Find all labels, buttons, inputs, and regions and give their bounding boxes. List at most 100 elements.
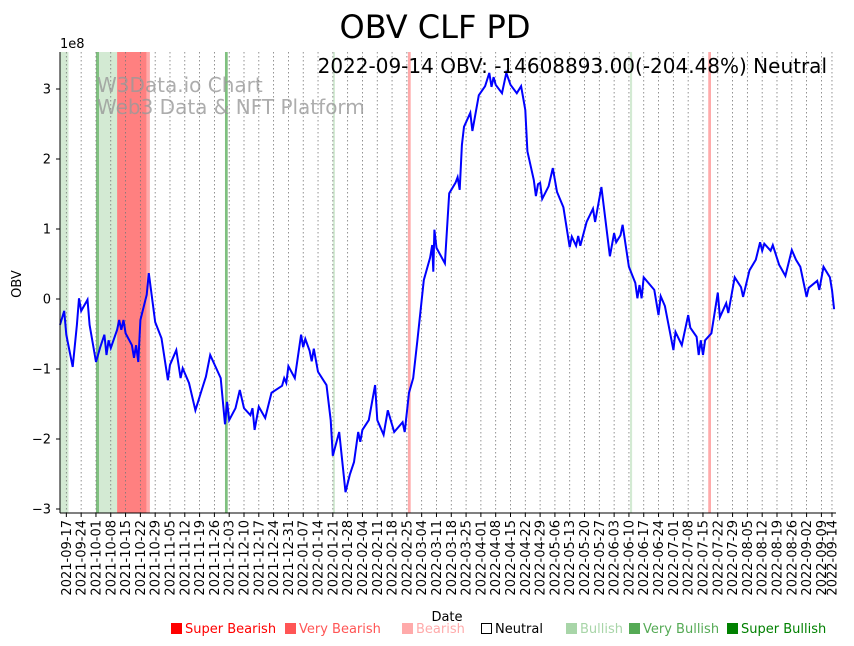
y-scale-label: 1e8	[60, 37, 85, 52]
x-tick-label: 2022-04-29	[534, 520, 549, 596]
legend-swatch	[402, 623, 413, 634]
legend-swatch	[171, 623, 182, 634]
legend-item-super-bullish: Super Bullish	[727, 622, 826, 637]
x-tick-label: 2022-09-02	[800, 520, 815, 596]
signal-band-bullish	[332, 52, 335, 513]
x-tick-label: 2021-10-01	[89, 520, 104, 596]
legend-label: Bearish	[416, 622, 465, 637]
legend-item-bullish: Bullish	[566, 622, 623, 637]
legend-swatch	[285, 623, 296, 634]
legend-label: Super Bullish	[741, 622, 826, 637]
x-tick-label: 2022-03-25	[460, 520, 475, 596]
x-tick-label: 2022-02-04	[356, 520, 371, 596]
x-tick-label: 2022-02-18	[386, 520, 401, 596]
x-axis-label: Date	[431, 610, 462, 625]
y-tick-label: 3	[43, 83, 51, 98]
signal-band-bullish	[629, 52, 633, 513]
x-tick-label: 2022-09-09	[815, 520, 830, 596]
x-tick-label: 2022-04-01	[474, 520, 489, 596]
watermark: W3Data.io Chart Web3 Data & NFT Platform	[97, 73, 365, 119]
x-tick-label: 2022-09-14	[825, 520, 840, 596]
legend-item-very-bearish: Very Bearish	[285, 622, 381, 637]
legend-item-bearish: Bearish	[402, 622, 465, 637]
legend-label: Very Bullish	[643, 622, 719, 637]
x-tick-label: 2022-08-26	[785, 520, 800, 596]
x-tick-label: 2021-11-12	[178, 520, 193, 596]
x-tick-label: 2021-09-17	[60, 520, 75, 596]
obv-series-line	[59, 69, 836, 493]
legend-label: Very Bearish	[299, 622, 381, 637]
x-tick-label: 2021-12-03	[223, 520, 238, 596]
x-tick-label: 2022-06-03	[608, 520, 623, 596]
signal-band-very-bearish	[117, 52, 147, 513]
x-tick-label: 2022-07-15	[696, 520, 711, 596]
y-tick-label: 2	[43, 153, 51, 168]
legend-label: Neutral	[495, 622, 543, 637]
x-tick-label: 2021-10-22	[134, 520, 149, 596]
x-tick-label: 2021-11-26	[208, 520, 223, 596]
x-tick-label: 2022-01-14	[312, 520, 327, 596]
y-tick-label: −2	[32, 433, 51, 448]
x-tick-label: 2022-06-17	[637, 520, 652, 596]
legend-swatch	[481, 623, 492, 634]
x-tick-label: 2022-08-05	[741, 520, 756, 596]
signal-band-bullish	[60, 52, 69, 513]
legend-swatch	[566, 623, 577, 634]
x-tick-label: 2021-12-24	[267, 520, 282, 596]
legend-swatch	[629, 623, 640, 634]
legend-item-super-bearish: Super Bearish	[171, 622, 276, 637]
x-tick-label: 2022-07-01	[667, 520, 682, 596]
x-tick-label: 2022-01-21	[326, 520, 341, 596]
x-tick-label: 2022-08-12	[756, 520, 771, 596]
signal-band-bearish	[407, 52, 411, 513]
x-tick-label: 2022-01-07	[297, 520, 312, 596]
x-tick-label: 2022-07-08	[682, 520, 697, 596]
y-ticks: −3 −2 −1 0 1 2 3	[32, 83, 60, 518]
x-tick-label: 2021-12-17	[252, 520, 267, 596]
x-tick-label: 2021-11-19	[193, 520, 208, 596]
legend-label: Super Bearish	[185, 622, 276, 637]
x-tick-label: 2021-09-24	[75, 520, 90, 596]
x-tick-label: 2022-07-22	[711, 520, 726, 596]
x-tick-label: 2022-06-24	[652, 520, 667, 596]
x-tick-label: 2022-08-19	[770, 520, 785, 596]
x-tick-label: 2022-05-06	[548, 520, 563, 596]
signal-band-bearish	[708, 52, 711, 513]
chart-title: OBV CLF PD	[340, 8, 531, 46]
legend-item-neutral: Neutral	[481, 622, 543, 637]
x-tick-label: 2021-10-29	[149, 520, 164, 596]
x-tick-label: 2022-02-11	[371, 520, 386, 596]
legend: Super Bearish Very Bearish Bearish Neutral B…	[171, 622, 826, 637]
x-ticks: 2021-09-17 2021-09-24 2021-10-01 2021-10-08…	[60, 513, 840, 596]
signal-band-very-bullish	[224, 52, 228, 513]
x-tick-label: 2022-04-15	[504, 520, 519, 596]
y-tick-label: 1	[43, 223, 51, 238]
x-tick-label: 2022-01-28	[341, 520, 356, 596]
legend-swatch	[727, 623, 738, 634]
x-tick-label: 2021-10-15	[119, 520, 134, 596]
x-tick-label: 2022-02-25	[400, 520, 415, 596]
legend-item-very-bullish: Very Bullish	[629, 622, 719, 637]
x-tick-label: 2022-04-22	[519, 520, 534, 596]
x-tick-label: 2022-05-20	[578, 520, 593, 596]
x-tick-label: 2022-05-27	[593, 520, 608, 596]
x-tick-label: 2021-12-10	[238, 520, 253, 596]
y-tick-label: −1	[32, 363, 51, 378]
watermark-line-1: W3Data.io Chart	[97, 73, 263, 97]
x-tick-label: 2021-10-08	[104, 520, 119, 596]
x-grid	[65, 52, 833, 513]
y-tick-label: −3	[32, 503, 51, 518]
y-tick-label: 0	[43, 293, 51, 308]
watermark-line-2: Web3 Data & NFT Platform	[97, 95, 365, 119]
x-tick-label: 2022-06-10	[622, 520, 637, 596]
obv-annotation: 2022-09-14 OBV: -14608893.00(-204.48%) N…	[318, 54, 827, 78]
y-axis-label: OBV	[10, 270, 25, 298]
signal-band-very-bullish	[95, 52, 100, 513]
x-tick-label: 2021-11-05	[163, 520, 178, 596]
x-tick-label: 2022-05-13	[563, 520, 578, 596]
x-tick-label: 2022-04-08	[489, 520, 504, 596]
legend-label: Bullish	[580, 622, 623, 637]
x-tick-label: 2021-12-31	[282, 520, 297, 596]
x-tick-label: 2022-03-04	[415, 520, 430, 596]
